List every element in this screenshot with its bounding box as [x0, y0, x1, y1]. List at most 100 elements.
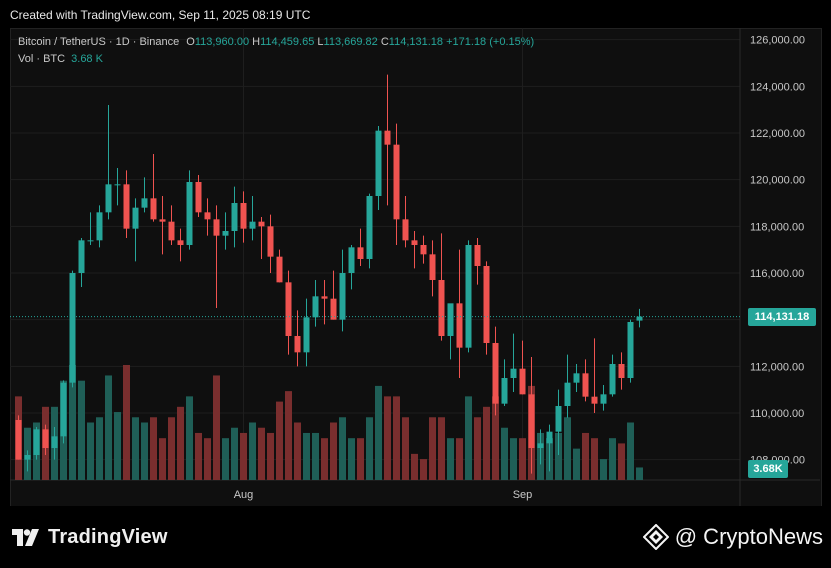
tradingview-logo[interactable]: TradingView [12, 526, 168, 549]
footer: TradingView @ CryptoNews [0, 506, 831, 568]
candle-body [339, 273, 346, 320]
candle-body [366, 196, 373, 259]
volume-bar [240, 432, 247, 480]
volume-bar [501, 427, 508, 480]
candle-body [15, 420, 22, 460]
low-label: L [317, 36, 324, 48]
volume-bar [348, 438, 355, 480]
volume-bar [564, 417, 571, 480]
price-tick-label: 110,000.00 [750, 408, 804, 420]
volume-bar [294, 422, 301, 480]
candle-body [204, 212, 211, 220]
candle-body [177, 240, 184, 245]
price-tick-label: 126,000.00 [750, 35, 805, 47]
candle-body [42, 429, 49, 448]
candle-body [51, 436, 58, 448]
candle-body [330, 298, 337, 320]
candle-body [438, 280, 445, 336]
volume-bar [555, 432, 562, 480]
candle-body [600, 394, 607, 404]
volume-bar [456, 438, 463, 480]
candle-body [285, 282, 292, 336]
chart-legend: Bitcoin / TetherUS · 1D · Binance O113,9… [18, 34, 534, 68]
price-tick-label: 122,000.00 [750, 128, 805, 140]
price-chart[interactable]: 108,000.00110,000.00112,000.00114,000.00… [10, 28, 820, 506]
candle-body [348, 247, 355, 273]
candle-body [114, 184, 121, 186]
tradingview-brand: TradingView [48, 526, 168, 548]
candle-body [609, 364, 616, 395]
time-tick-label: Aug [234, 489, 254, 501]
candle-body [546, 431, 553, 444]
volume-bar [276, 401, 283, 480]
volume-bar [384, 396, 391, 480]
candle-body [447, 303, 454, 336]
candle-body [258, 221, 265, 227]
candle-body [519, 368, 526, 395]
volume-label: Vol · BTC [18, 53, 66, 65]
candle-body [60, 382, 67, 437]
volume-bar [267, 432, 274, 480]
candle-body [231, 203, 238, 231]
time-axis[interactable]: Aug Sep [234, 489, 533, 501]
volume-bar [627, 422, 634, 480]
close-value: 114,131.18 [388, 36, 444, 48]
candle-body [492, 343, 499, 404]
candle-body [402, 219, 409, 241]
volume-bar [213, 375, 220, 480]
candle-body [150, 198, 157, 220]
open-value: 113,960.00 [194, 36, 250, 48]
volume-bar [204, 438, 211, 480]
candle-body [96, 212, 103, 241]
volume-bar [573, 448, 580, 480]
candle-body [105, 184, 112, 213]
volume-bar [339, 417, 346, 480]
volume-bar [285, 391, 292, 480]
candle-body [393, 144, 400, 220]
volume-bar [618, 443, 625, 480]
volume-bar [636, 467, 643, 480]
volume-bar [222, 438, 229, 480]
candle-body [168, 221, 175, 241]
candle-body [321, 296, 328, 299]
price-tick-label: 120,000.00 [750, 175, 805, 187]
price-axis[interactable]: 108,000.00110,000.00112,000.00114,000.00… [750, 35, 805, 467]
candle-body [33, 429, 40, 455]
volume-bar [231, 427, 238, 480]
volume-bar [303, 432, 310, 480]
volume-bar [510, 438, 517, 480]
volume-bar [105, 375, 112, 480]
candle-body [411, 240, 418, 245]
candle-body [582, 373, 589, 397]
volume-bar [609, 438, 616, 480]
volume-bar [483, 406, 490, 480]
volume-bar [357, 438, 364, 480]
cryptonews-logo[interactable]: @ CryptoNews [642, 524, 823, 550]
candle-body [429, 254, 436, 280]
volume-bar [312, 432, 319, 480]
candle-body [627, 322, 634, 378]
candle-body [618, 364, 625, 378]
candle-body [141, 198, 148, 208]
candle-body [186, 182, 193, 245]
candle-body [564, 382, 571, 406]
current-price-tag: 114,131.18 [748, 307, 816, 326]
high-value: 114,459.65 [260, 36, 315, 48]
volume-bar [258, 427, 265, 480]
volume-bar [69, 365, 76, 480]
close-label: C [380, 36, 389, 48]
volume-bar [519, 438, 526, 480]
symbol-label: Bitcoin / TetherUS · 1D · Binance [18, 36, 180, 48]
volume-bar [159, 438, 166, 480]
candle-body [501, 378, 508, 404]
cryptonews-brand: @ CryptoNews [674, 524, 823, 549]
volume-bars [15, 365, 643, 480]
candle-body [195, 182, 202, 213]
candle-body [87, 240, 94, 242]
candle-body [573, 373, 580, 383]
volume-bar [438, 417, 445, 480]
candle-body [213, 219, 220, 236]
candle-body [240, 203, 247, 229]
volume-bar [393, 396, 400, 480]
candle-body [267, 226, 274, 257]
